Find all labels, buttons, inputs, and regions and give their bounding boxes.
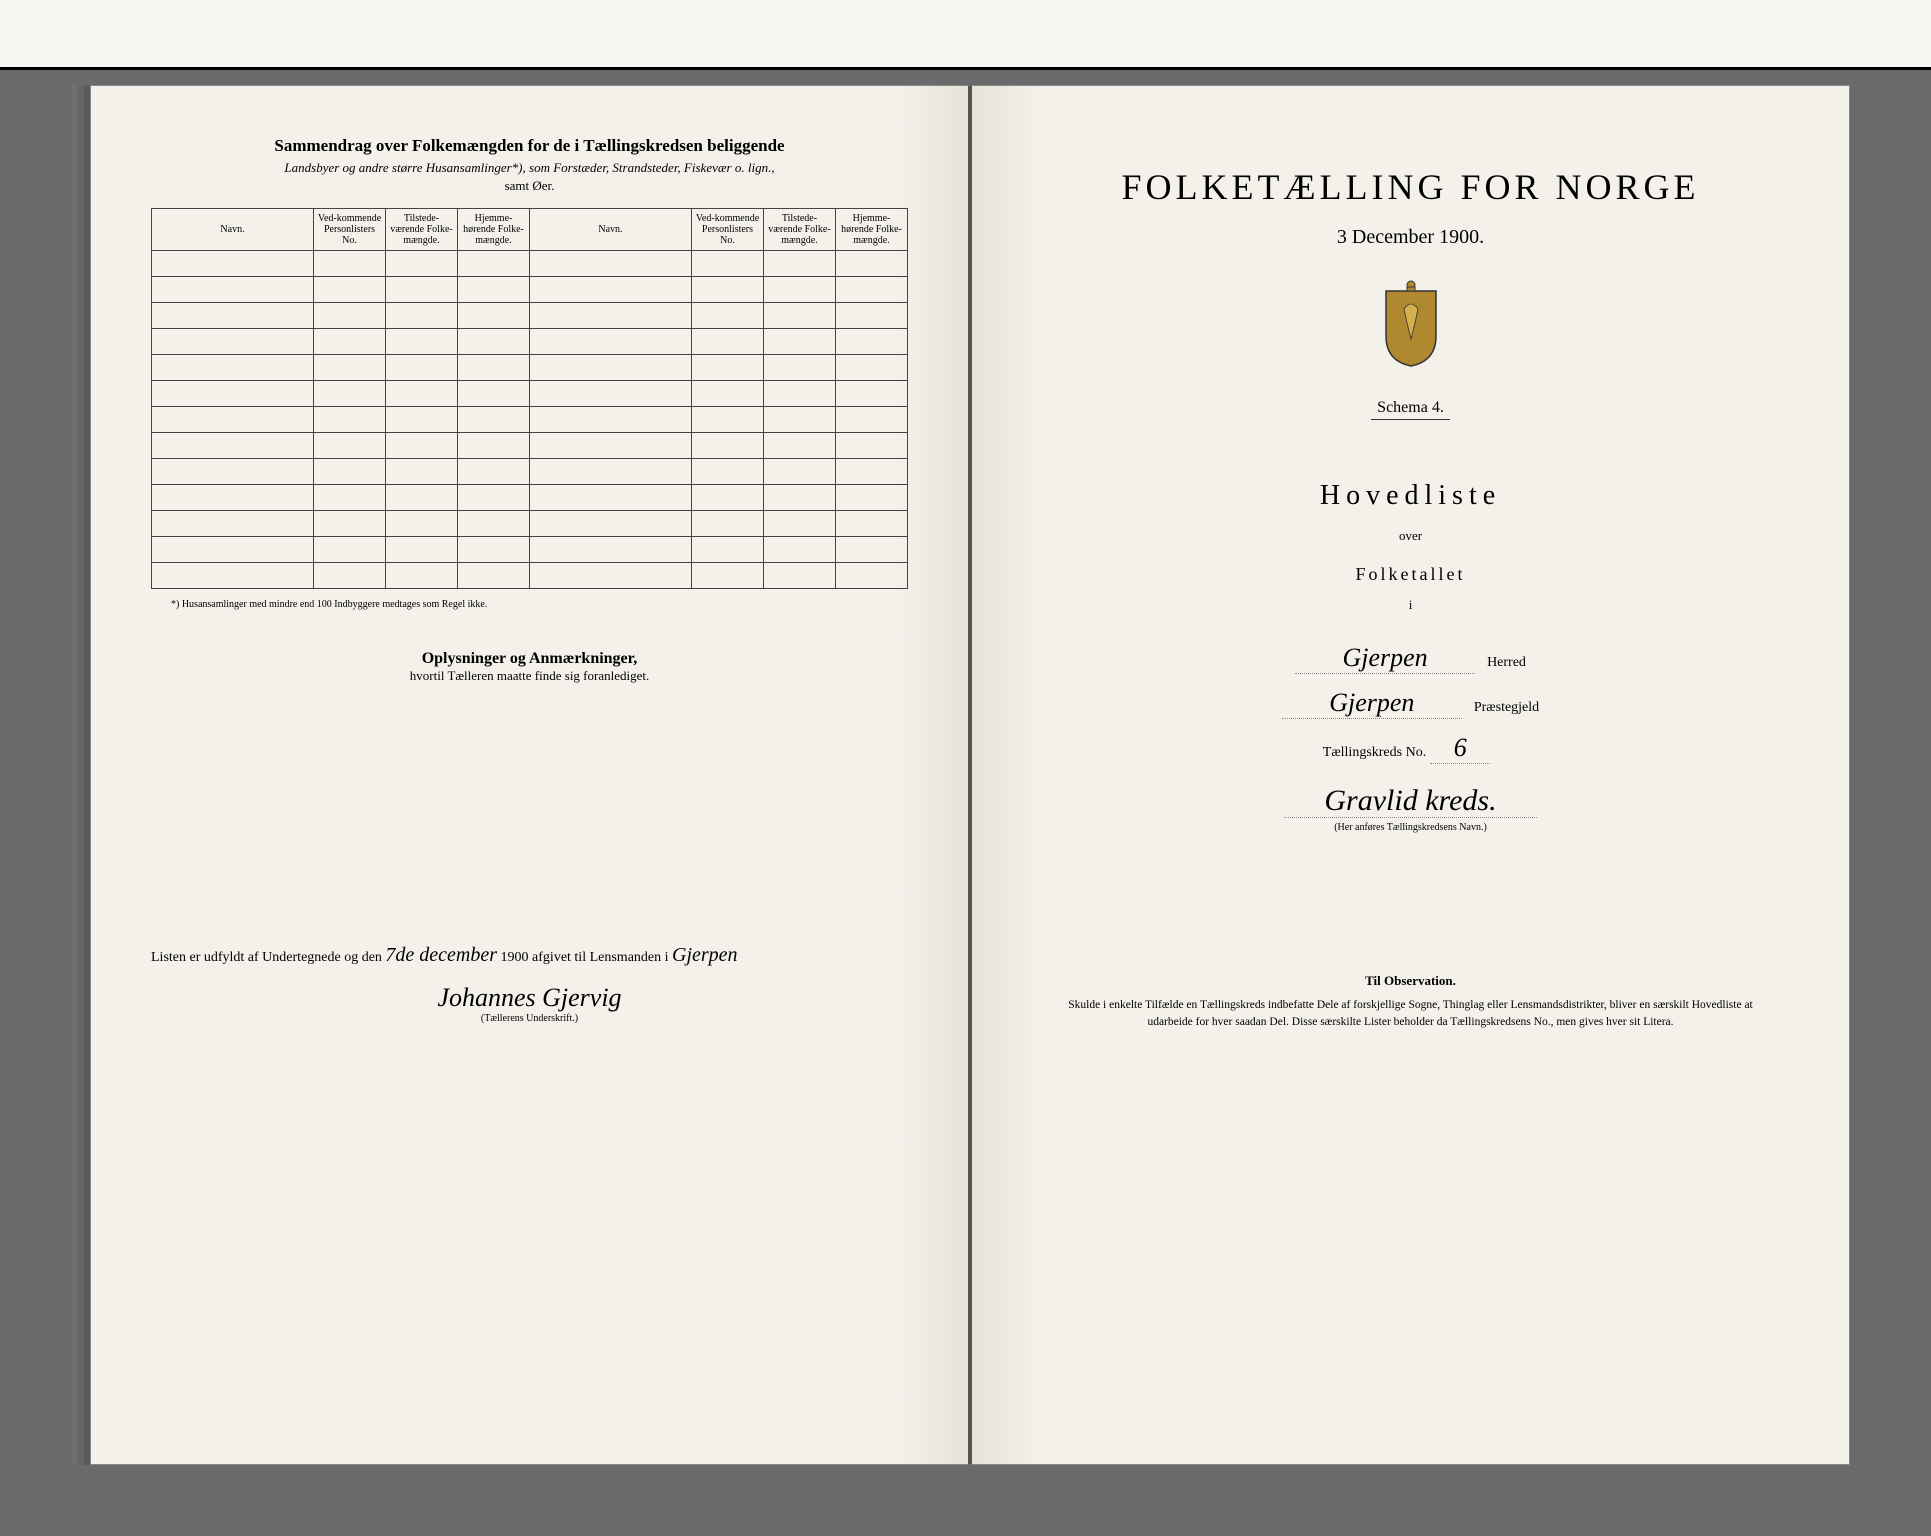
tkreds-line: Tællingskreds No. 6 <box>1032 733 1789 764</box>
signature-block: Johannes Gjervig (Tællerens Underskrift.… <box>151 983 908 1024</box>
right-page: FOLKETÆLLING FOR NORGE 3 December 1900. … <box>970 85 1850 1465</box>
signature-handwritten: Johannes Gjervig <box>437 983 621 1012</box>
prestegjeld-line: Gjerpen Præstegjeld <box>1032 688 1789 719</box>
census-title: FOLKETÆLLING FOR NORGE <box>1032 166 1789 208</box>
herred-handwritten: Gjerpen <box>1295 643 1475 674</box>
coat-of-arms-icon <box>1376 279 1446 369</box>
open-book: Sammendrag over Folkemængden for de i Tæ… <box>90 85 1850 1465</box>
folketallet-label: Folketallet <box>1032 564 1789 585</box>
listen-line: Listen er udfyldt af Undertegnede og den… <box>151 944 908 967</box>
i-label: i <box>1032 597 1789 613</box>
kreds-name-handwritten: Gravlid kreds. <box>1284 784 1536 818</box>
scanner-edge <box>0 0 1931 70</box>
th-vedkommende: Ved-kommende Personlisters No. <box>314 209 386 251</box>
signature-label: (Tællerens Underskrift.) <box>151 1013 908 1024</box>
oplysninger-title: Oplysninger og Anmærkninger, <box>151 650 908 668</box>
th-hjemme: Hjemme-hørende Folke-mængde. <box>457 209 529 251</box>
summary-table: Navn. Ved-kommende Personlisters No. Til… <box>151 208 908 589</box>
census-date: 3 December 1900. <box>1032 226 1789 249</box>
observation-block: Til Observation. Skulde i enkelte Tilfæl… <box>1032 973 1789 1032</box>
herred-line: Gjerpen Herred <box>1032 643 1789 674</box>
prestegjeld-label: Præstegjeld <box>1474 700 1539 715</box>
listen-place-handwritten: Gjerpen <box>672 944 738 966</box>
footnote: *) Husansamlinger med mindre end 100 Ind… <box>171 599 908 610</box>
over-label: over <box>1032 528 1789 544</box>
summary-subtitle2: samt Øer. <box>151 178 908 194</box>
th-navn: Navn. <box>152 209 314 251</box>
prestegjeld-handwritten: Gjerpen <box>1282 688 1462 719</box>
summary-table-body <box>152 251 908 589</box>
kreds-name-line: Gravlid kreds. (Her anføres Tællingskred… <box>1032 784 1789 833</box>
th-hjemme2: Hjemme-hørende Folke-mængde. <box>835 209 907 251</box>
observation-title: Til Observation. <box>1032 973 1789 989</box>
th-vedkommende2: Ved-kommende Personlisters No. <box>691 209 763 251</box>
oplysninger-sub: hvortil Tælleren maatte finde sig foranl… <box>151 668 908 684</box>
listen-year: 1900 afgivet til Lensmanden i <box>501 950 669 965</box>
herred-label: Herred <box>1487 655 1526 670</box>
left-page: Sammendrag over Folkemængden for de i Tæ… <box>90 85 970 1465</box>
kreds-note: (Her anføres Tællingskredsens Navn.) <box>1032 822 1789 833</box>
th-navn2: Navn. <box>529 209 691 251</box>
listen-prefix: Listen er udfyldt af Undertegnede og den <box>151 950 382 965</box>
listen-date-handwritten: 7de december <box>385 944 497 966</box>
tkreds-label: Tællingskreds No. <box>1323 745 1426 760</box>
th-tilstede: Tilstede-værende Folke-mængde. <box>386 209 458 251</box>
th-tilstede2: Tilstede-værende Folke-mængde. <box>763 209 835 251</box>
hovedliste-title: Hovedliste <box>1032 480 1789 512</box>
tkreds-no-handwritten: 6 <box>1430 733 1490 764</box>
summary-subtitle: Landsbyer og andre større Husansamlinger… <box>151 160 908 176</box>
summary-title: Sammendrag over Folkemængden for de i Tæ… <box>151 136 908 156</box>
observation-text: Skulde i enkelte Tilfælde en Tællingskre… <box>1032 997 1789 1032</box>
schema-label: Schema 4. <box>1371 399 1450 420</box>
